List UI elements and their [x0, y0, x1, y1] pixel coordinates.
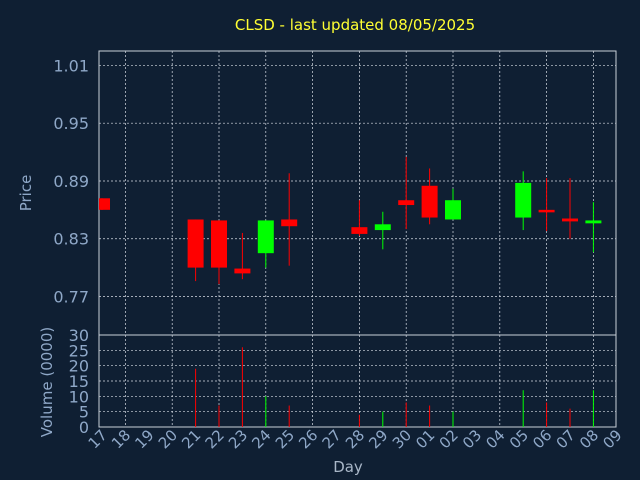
x-tick-label: 05	[506, 426, 532, 452]
x-tick-label: 22	[202, 426, 228, 452]
price-tick-label: 1.01	[53, 56, 89, 75]
x-tick-label: 25	[272, 426, 298, 452]
volume-tick-label: 15	[69, 372, 89, 391]
chart-title: CLSD - last updated 08/05/2025	[235, 16, 475, 34]
candle-body	[398, 200, 415, 206]
price-panel-frame	[98, 50, 617, 336]
volume-tick-label: 10	[69, 387, 89, 406]
volume-tick-label: 25	[69, 341, 89, 360]
candle-body	[99, 198, 110, 210]
candles	[99, 156, 602, 284]
price-tick-label: 0.83	[53, 230, 89, 249]
volume-panel-frame	[98, 334, 617, 428]
candle-body	[281, 219, 298, 227]
candle-body	[211, 220, 227, 268]
x-tick-label: 02	[436, 426, 462, 452]
x-tick-label: 08	[576, 426, 602, 452]
volume-axis-label: Volume (0000)	[38, 327, 56, 437]
candle-body	[445, 200, 461, 220]
x-tick-label: 18	[108, 426, 134, 452]
x-tick-label: 30	[389, 426, 415, 452]
x-tick-label: 06	[529, 426, 555, 452]
x-tick-label: 01	[412, 426, 438, 452]
x-tick-label: 26	[295, 426, 321, 452]
price-gridlines	[99, 51, 616, 335]
candle-body	[585, 220, 602, 224]
candle-body	[538, 209, 555, 213]
x-tick-label: 07	[553, 426, 579, 452]
volume-tick-label: 5	[79, 403, 89, 422]
price-tick-label: 0.89	[53, 172, 89, 191]
x-tick-label: 20	[155, 426, 181, 452]
x-tick-label: 09	[599, 426, 625, 452]
volume-tick-label: 20	[69, 357, 89, 376]
volume-bars	[195, 347, 594, 427]
candle-body	[187, 219, 204, 268]
x-tick-label: 24	[248, 426, 274, 452]
price-tick-label: 0.95	[53, 114, 89, 133]
volume-tick-label: 30	[69, 326, 89, 345]
candle-body	[515, 182, 532, 218]
candle-body	[374, 224, 391, 231]
price-tick-label: 0.77	[53, 287, 89, 306]
price-axis-label: Price	[17, 175, 35, 212]
candle-body	[234, 268, 251, 274]
candle-body	[562, 218, 578, 222]
x-axis: 1718192021222324252627282930010203040506…	[85, 426, 626, 452]
x-tick-label: 19	[131, 426, 157, 452]
x-tick-label: 03	[459, 426, 485, 452]
candle-body	[257, 220, 274, 254]
x-tick-label: 23	[225, 426, 251, 452]
x-axis-label: Day	[333, 458, 363, 476]
x-tick-label: 21	[178, 426, 204, 452]
candle-body	[421, 185, 438, 218]
volume-tick-label: 0	[79, 418, 89, 437]
x-tick-label: 28	[342, 426, 368, 452]
candle-body	[351, 227, 368, 234]
price-axis: 1.01 0.95 0.89 0.83 0.77	[53, 56, 89, 306]
x-tick-label: 04	[482, 426, 508, 452]
volume-gridlines	[99, 335, 616, 427]
x-tick-label: 29	[365, 426, 391, 452]
x-tick-label: 27	[319, 426, 345, 452]
